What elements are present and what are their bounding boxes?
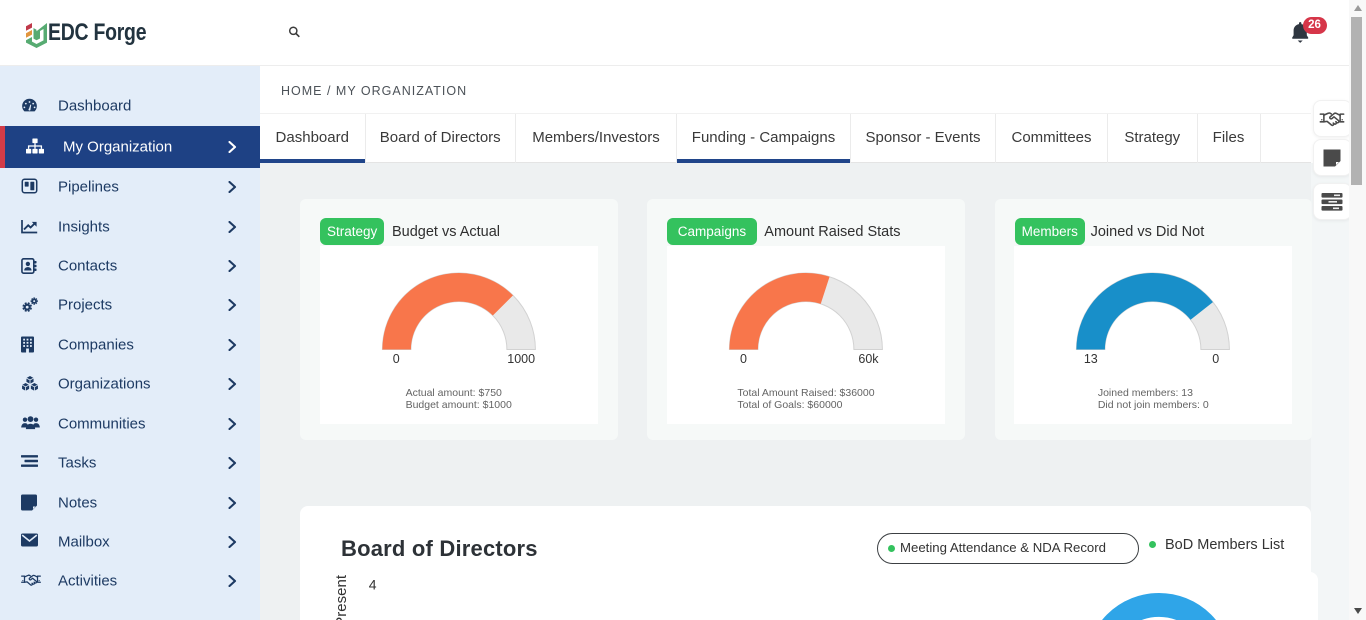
svg-text:4: 4 bbox=[369, 577, 377, 593]
